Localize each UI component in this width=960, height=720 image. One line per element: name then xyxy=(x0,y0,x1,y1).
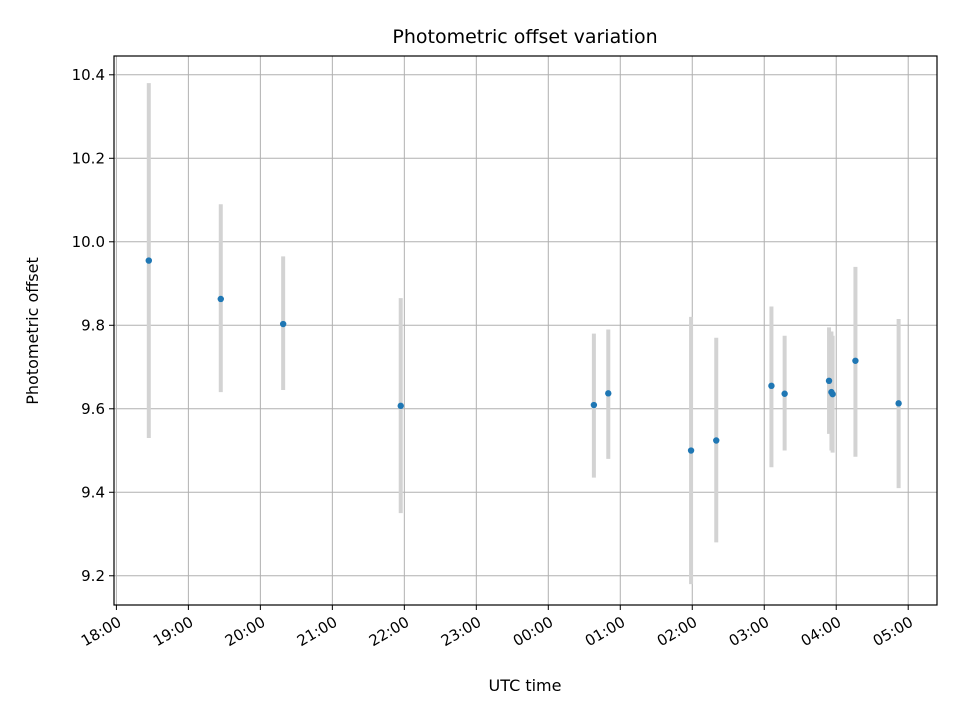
data-point xyxy=(605,390,612,397)
grid xyxy=(114,56,937,605)
data-point xyxy=(713,437,720,444)
data-point xyxy=(687,447,695,454)
y-tick-label: 9.6 xyxy=(81,400,105,418)
y-tick-label: 9.2 xyxy=(81,567,105,585)
y-tick-label: 10.4 xyxy=(72,66,105,84)
y-tick-label: 9.4 xyxy=(81,483,105,501)
y-axis-label: Photometric offset xyxy=(23,257,42,405)
y-tick-label: 10.2 xyxy=(72,149,105,167)
data-point xyxy=(825,377,833,385)
data-point xyxy=(279,320,287,328)
data-point xyxy=(145,257,152,264)
data-points xyxy=(145,257,902,454)
data-point xyxy=(590,401,598,409)
chart-title: Photometric offset variation xyxy=(392,26,657,48)
data-point xyxy=(895,400,902,407)
data-point xyxy=(852,357,859,364)
data-point xyxy=(781,390,788,397)
y-tick-label: 9.8 xyxy=(81,316,105,334)
y-tick-label: 10.0 xyxy=(72,233,105,251)
y-axis-ticks: 9.2 9.4 9.6 9.8 10.0 10.2 10.4 xyxy=(72,66,114,585)
plot-frame xyxy=(113,55,938,606)
data-point xyxy=(397,402,404,410)
data-point xyxy=(829,390,836,398)
data-point xyxy=(768,382,775,390)
data-point xyxy=(217,295,224,303)
x-axis-label: UTC time xyxy=(489,676,562,695)
